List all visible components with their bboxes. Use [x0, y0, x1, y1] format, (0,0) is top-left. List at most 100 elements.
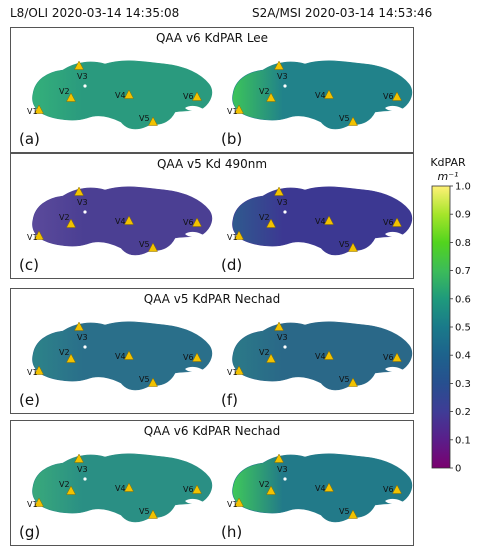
site-marker-v5 [348, 242, 358, 252]
site-marker-v2 [266, 353, 276, 363]
site-marker-v3 [274, 321, 284, 331]
colorbar-tick-label: 1.0 [455, 182, 471, 193]
colorbar-tick-label: 0 [455, 464, 461, 475]
map-g: V1 V2 V3 V4 V5 V6 [27, 453, 213, 523]
lake-raster [232, 186, 413, 256]
site-label-v4: V4 [115, 352, 126, 361]
island-shape [385, 105, 407, 114]
site-label-v4: V4 [115, 484, 126, 493]
island-dot [83, 477, 87, 481]
island-shape [385, 498, 407, 507]
panel-3: QAA v5 KdPAR Nechad V1 V2 V3 V4 V5 V6 (e) V1 V2 V3… [10, 288, 414, 414]
site-label-v5: V5 [339, 114, 350, 123]
site-marker-v2 [266, 92, 276, 102]
site-label-v3: V3 [77, 465, 88, 474]
site-label-v6: V6 [183, 92, 194, 101]
panel-4: QAA v6 KdPAR Nechad V1 V2 V3 V4 V5 V6 (g) V1 V2 V3… [10, 420, 414, 546]
subplot-label: (g) [19, 523, 41, 541]
site-marker-v2 [266, 485, 276, 495]
site-marker-v6 [392, 217, 402, 227]
site-marker-v4 [324, 350, 334, 360]
site-label-v2: V2 [259, 213, 270, 222]
panel-title: QAA v5 KdPAR Nechad [143, 292, 281, 306]
colorbar-graphic: 1.0 0.9 0.8 0.7 0.6 0.5 0.4 0.3 0.2 0.1 0 [431, 182, 471, 475]
island-dot [283, 84, 287, 88]
site-label-v1: V1 [27, 107, 38, 116]
subplot-label: (d) [221, 256, 243, 274]
site-label-v1: V1 [227, 368, 238, 377]
site-marker-v4 [324, 215, 334, 225]
site-label-v1: V1 [227, 233, 238, 242]
site-marker-v1 [34, 497, 44, 507]
site-label-v3: V3 [77, 198, 88, 207]
site-marker-v6 [192, 217, 202, 227]
site-marker-v4 [324, 89, 334, 99]
map-b: V1 V2 V3 V4 V5 V6 [227, 60, 413, 130]
colorbar-tick-label: 0.7 [455, 266, 471, 277]
site-label-v4: V4 [315, 352, 326, 361]
site-marker-v1 [234, 365, 244, 375]
site-marker-v5 [148, 242, 158, 252]
lake-raster [32, 453, 213, 523]
lake-raster [232, 453, 413, 523]
site-marker-v5 [348, 116, 358, 126]
island-dot [283, 477, 287, 481]
site-label-v2: V2 [59, 213, 70, 222]
site-marker-v6 [392, 352, 402, 362]
site-marker-v1 [234, 497, 244, 507]
colorbar-title: KdPAR m⁻¹ [428, 156, 468, 184]
site-marker-v6 [192, 91, 202, 101]
site-marker-v2 [66, 485, 76, 495]
lake-raster [232, 321, 413, 391]
site-label-v5: V5 [339, 375, 350, 384]
site-marker-v4 [324, 482, 334, 492]
site-label-v5: V5 [339, 507, 350, 516]
lake-raster [32, 321, 213, 391]
site-marker-v6 [192, 352, 202, 362]
panel-2: QAA v5 Kd 490nm V1 V2 V3 V4 V5 V6 (c) V1 V2 V3 V4 V5… [10, 153, 414, 279]
site-label-v2: V2 [259, 480, 270, 489]
site-marker-v5 [348, 377, 358, 387]
site-marker-v6 [392, 91, 402, 101]
island-shape [185, 498, 207, 507]
island-shape [185, 366, 207, 375]
site-label-v3: V3 [277, 72, 288, 81]
site-label-v2: V2 [59, 87, 70, 96]
site-marker-v2 [66, 218, 76, 228]
header-left-sensor: L8/OLI 2020-03-14 14:35:08 [10, 6, 180, 20]
site-label-v3: V3 [277, 333, 288, 342]
island-shape [185, 105, 207, 114]
site-label-v4: V4 [115, 91, 126, 100]
site-label-v6: V6 [383, 92, 394, 101]
lake-raster [32, 60, 213, 130]
site-marker-v1 [234, 104, 244, 114]
site-marker-v3 [274, 186, 284, 196]
colorbar-title-line1: KdPAR [430, 156, 466, 169]
site-label-v1: V1 [27, 233, 38, 242]
site-label-v1: V1 [27, 368, 38, 377]
colorbar-tick-label: 0.5 [455, 323, 471, 334]
site-label-v4: V4 [115, 217, 126, 226]
site-marker-v4 [124, 350, 134, 360]
site-marker-v2 [266, 218, 276, 228]
site-label-v3: V3 [277, 465, 288, 474]
site-label-v5: V5 [339, 240, 350, 249]
site-label-v3: V3 [277, 198, 288, 207]
map-f: V1 V2 V3 V4 V5 V6 [227, 321, 413, 391]
site-marker-v3 [274, 60, 284, 70]
map-h: V1 V2 V3 V4 V5 V6 [227, 453, 413, 523]
site-marker-v5 [148, 116, 158, 126]
site-marker-v2 [66, 353, 76, 363]
subplot-label: (b) [221, 130, 243, 148]
site-label-v1: V1 [27, 500, 38, 509]
site-marker-v3 [74, 60, 84, 70]
subplot-label: (h) [221, 523, 243, 541]
site-label-v6: V6 [383, 353, 394, 362]
map-c: V1 V2 V3 V4 V5 V6 [27, 186, 213, 256]
site-marker-v3 [274, 453, 284, 463]
site-label-v6: V6 [183, 485, 194, 494]
site-label-v4: V4 [315, 484, 326, 493]
site-label-v2: V2 [259, 348, 270, 357]
map-d: V1 V2 V3 V4 V5 V6 [227, 186, 413, 256]
island-dot [83, 210, 87, 214]
